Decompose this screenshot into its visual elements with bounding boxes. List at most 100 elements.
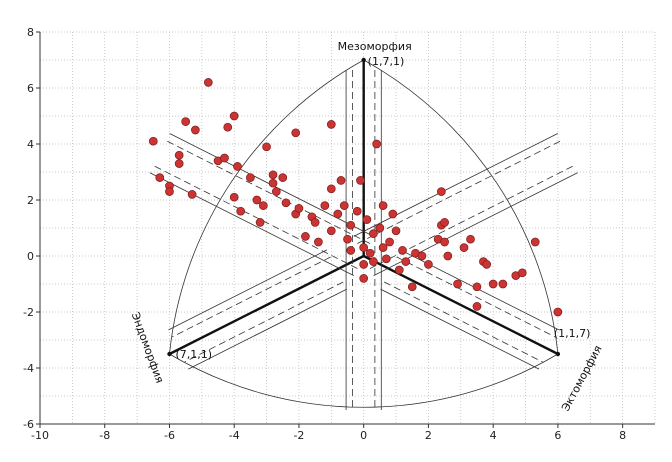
data-point: [488, 279, 498, 289]
data-point: [424, 260, 433, 269]
data-point: [401, 257, 411, 266]
guide-line: [380, 288, 540, 370]
data-point: [375, 223, 385, 233]
data-point: [220, 153, 229, 163]
data-point: [356, 176, 365, 185]
x-tick-label: -10: [31, 429, 49, 442]
data-point: [369, 257, 378, 266]
data-point: [352, 206, 362, 216]
vertex-coord-mesomorphy: (1,7,1): [368, 55, 405, 68]
x-tick-label: 0: [360, 429, 367, 442]
data-point: [268, 178, 278, 188]
vertex-name-ectomorphy: Эктоморфия: [559, 343, 605, 413]
data-point: [320, 201, 330, 210]
data-point: [346, 220, 356, 230]
data-point: [398, 246, 407, 255]
data-point: [343, 234, 352, 244]
data-point: [233, 162, 242, 171]
data-point: [372, 139, 381, 149]
y-tick-label: -2: [23, 306, 34, 319]
guide-line: [171, 256, 331, 338]
data-point: [440, 237, 449, 247]
data-point: [407, 282, 417, 292]
data-point: [255, 218, 265, 227]
data-point: [314, 237, 323, 247]
data-point: [174, 150, 184, 160]
vertex-marker: [167, 351, 172, 357]
data-point: [294, 204, 304, 213]
data-points: [148, 78, 563, 317]
vertex-marker: [555, 351, 561, 357]
data-point: [333, 209, 343, 219]
data-point: [553, 307, 563, 317]
guide-line: [188, 288, 347, 370]
data-point: [165, 187, 174, 196]
grid: [39, 31, 656, 425]
data-point: [378, 243, 388, 252]
x-tick-label: -4: [229, 429, 240, 442]
data-point: [385, 237, 394, 247]
data-point: [281, 198, 291, 208]
guide-line-extension: [153, 165, 358, 269]
guide-line-extension: [353, 133, 558, 237]
x-tick-label: -6: [164, 429, 175, 442]
y-tick-label: 8: [27, 26, 34, 39]
data-point: [181, 117, 191, 126]
data-point: [252, 195, 262, 205]
plot-frame: [39, 32, 655, 425]
data-point: [191, 125, 200, 135]
x-tick-label: 6: [554, 429, 561, 442]
data-point: [229, 111, 239, 121]
data-point: [268, 170, 278, 180]
data-point: [148, 136, 158, 146]
somatotype-axis: [168, 254, 365, 356]
data-point: [301, 232, 310, 241]
data-point: [443, 251, 453, 261]
x-tick-label: -8: [99, 429, 110, 442]
data-point: [291, 128, 301, 138]
guide-line: [383, 281, 543, 363]
data-point: [530, 237, 540, 247]
data-point: [310, 218, 320, 227]
somatotype-triangle: [149, 57, 578, 410]
data-point: [326, 226, 336, 236]
data-point: [472, 302, 482, 311]
data-point: [339, 201, 349, 210]
data-point: [482, 260, 492, 269]
guide-line-extension: [165, 140, 371, 244]
data-point: [346, 246, 356, 255]
data-point: [278, 173, 288, 182]
data-point: [326, 184, 336, 194]
y-tick-label: -6: [23, 418, 34, 431]
data-point: [246, 173, 255, 182]
data-point: [229, 192, 239, 202]
data-point: [187, 190, 197, 199]
data-point: [388, 209, 398, 219]
data-point: [517, 268, 527, 278]
data-point: [453, 279, 462, 289]
guide-line-extension: [149, 172, 354, 276]
vertex-coord-endomorphy: (7,1,1): [175, 348, 212, 361]
y-tick-label: 6: [27, 82, 34, 95]
data-point: [362, 215, 372, 224]
vertex-coord-ectomorphy: (1,1,7): [554, 327, 591, 340]
guide-line: [396, 256, 556, 338]
data-point: [236, 206, 246, 216]
data-point: [381, 254, 391, 264]
guide-line: [184, 281, 344, 363]
data-point: [498, 279, 508, 289]
data-point: [336, 176, 346, 185]
x-tick-label: 2: [425, 429, 432, 442]
data-point: [365, 248, 375, 258]
data-point: [369, 229, 378, 238]
data-point: [359, 274, 369, 283]
data-point: [203, 78, 213, 87]
data-point: [440, 218, 449, 227]
data-point: [359, 243, 369, 252]
data-point: [174, 159, 184, 168]
x-tick-label: -2: [293, 429, 304, 442]
x-tick-label: 8: [619, 429, 626, 442]
data-point: [359, 260, 369, 269]
data-point: [459, 243, 469, 252]
